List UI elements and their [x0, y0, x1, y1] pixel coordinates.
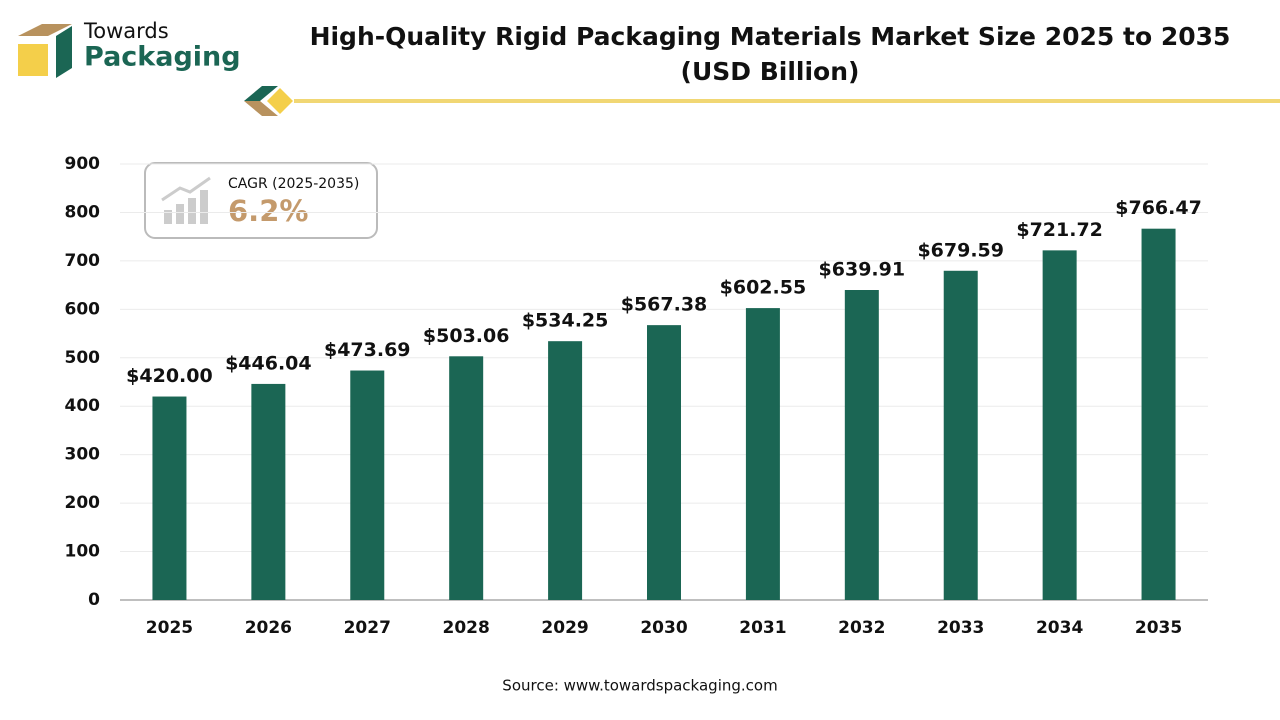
y-tick-label: 600: [65, 299, 101, 319]
cagr-icon: [176, 204, 184, 224]
chart-title: High-Quality Rigid Packaging Materials M…: [310, 22, 1231, 51]
bar: [449, 356, 484, 600]
y-tick-label: 0: [88, 590, 100, 610]
y-tick-label: 400: [65, 396, 101, 416]
cagr-icon: [200, 190, 208, 224]
x-tick-label: 2035: [1135, 618, 1182, 638]
divider: [244, 86, 1280, 116]
y-tick-label: 800: [65, 202, 101, 222]
cagr-box: CAGR (2025-2035) 6.2%: [144, 162, 378, 239]
value-label: $446.04: [225, 352, 312, 374]
cagr-icon: [164, 210, 172, 224]
bar: [943, 270, 978, 600]
divider-icon: [267, 88, 293, 114]
value-label: $534.25: [522, 310, 609, 332]
logo-text: Towards: [83, 19, 169, 43]
cagr-value: 6.2%: [228, 194, 308, 228]
logo-box-side: [56, 26, 72, 78]
value-label: $473.69: [324, 339, 411, 361]
source: Source: www.towardspackaging.com: [502, 677, 777, 695]
bar: [745, 308, 780, 600]
value-label: $766.47: [1115, 197, 1202, 219]
x-tick-label: 2028: [443, 618, 490, 638]
value-label: $420.00: [126, 365, 213, 387]
y-tick-label: 200: [65, 493, 101, 513]
value-label: $679.59: [917, 239, 1004, 261]
y-tick-label: 500: [65, 348, 101, 368]
divider-icon: [244, 101, 278, 116]
x-tick-label: 2031: [739, 618, 786, 638]
cagr-label: CAGR (2025-2035): [228, 176, 359, 192]
plot-area: 0 100 200 300 400 500 600 700 800 900 2025 $420.00 2…: [65, 154, 1208, 638]
y-tick-label: 100: [65, 542, 101, 562]
y-tick-label: 700: [65, 251, 101, 271]
bar: [844, 289, 879, 600]
x-tick-label: 2032: [838, 618, 885, 638]
x-tick-label: 2033: [937, 618, 984, 638]
x-tick-label: 2025: [146, 618, 193, 638]
x-tick-label: 2034: [1036, 618, 1083, 638]
bar: [548, 341, 583, 600]
logo-box-top: [18, 24, 72, 36]
value-label: $639.91: [819, 258, 906, 280]
divider-icon: [244, 86, 278, 101]
x-tick-label: 2027: [344, 618, 391, 638]
x-tick-label: 2026: [245, 618, 292, 638]
cagr-icon: [188, 198, 196, 224]
logo-box-front: [18, 44, 48, 76]
logo: Towards Packaging: [18, 19, 241, 78]
bar: [647, 325, 681, 600]
chart-title: (USD Billion): [681, 57, 860, 86]
bar: [1042, 250, 1077, 600]
value-label: $721.72: [1016, 219, 1103, 241]
bar: [1141, 228, 1176, 600]
y-tick-label: 300: [65, 445, 101, 465]
x-tick-label: 2029: [541, 618, 588, 638]
y-tick-label: 900: [65, 154, 101, 174]
cagr-icon: [161, 176, 211, 202]
x-tick-label: 2030: [640, 618, 687, 638]
logo-text: Packaging: [84, 42, 241, 73]
bar: [251, 383, 286, 600]
value-label: $602.55: [720, 277, 807, 299]
value-label: $567.38: [621, 294, 708, 316]
bar: [152, 396, 187, 600]
bar: [350, 370, 385, 600]
value-label: $503.06: [423, 325, 510, 347]
